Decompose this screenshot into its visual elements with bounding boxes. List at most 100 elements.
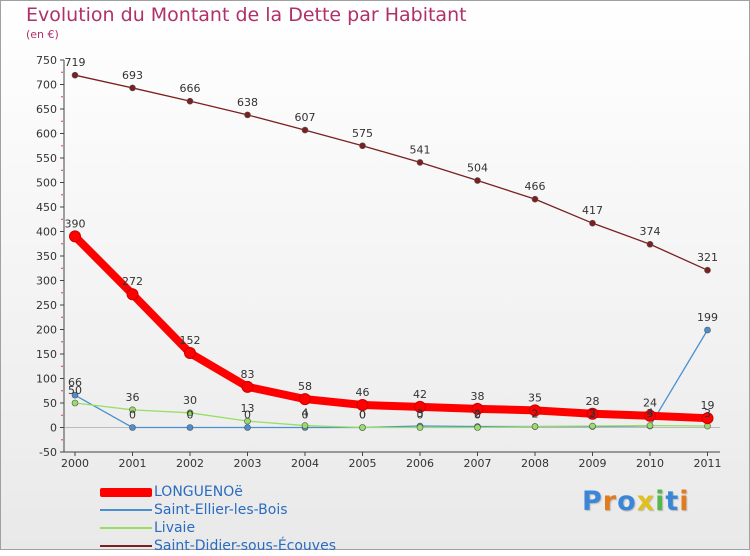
data-label-3: 504 [467,162,488,175]
y-minor-tick [61,144,63,147]
legend-item-saint-ellier[interactable]: Saint-Ellier-les-Bois [100,502,360,520]
y-minor-tick [61,340,63,343]
data-label-0: 42 [413,388,427,401]
series-point-1 [704,326,711,334]
series-point-3 [646,240,654,248]
data-label-3: 321 [697,251,718,264]
data-label-2: 3 [589,407,596,420]
y-minor-tick [61,316,63,319]
data-label-0: 152 [180,334,201,347]
brand-letter: x [636,486,656,517]
data-label-3: 719 [65,56,86,69]
series-point-1 [129,424,136,431]
data-label-3: 666 [180,82,201,95]
y-tick-label: 500 [36,177,57,190]
data-label-3: 607 [295,111,316,124]
series-line-2 [74,402,709,429]
y-minor-tick [61,365,63,368]
x-tick-label: 2004 [291,457,319,470]
y-tick-label: 300 [36,275,57,288]
y-minor-tick [61,95,63,98]
series-point-0 [126,288,139,301]
y-tick-label: 50 [43,397,57,410]
legend-label-saint-ellier: Saint-Ellier-les-Bois [154,502,288,518]
y-minor-tick [61,267,63,270]
series-point-3 [359,142,366,150]
data-label-2: 36 [126,391,140,404]
series-point-2 [186,409,194,417]
series-point-1 [71,391,79,399]
data-label-3: 374 [640,225,661,238]
chart-subtitle: (en €) [26,28,59,41]
chart-title: Evolution du Montant de la Dette par Hab… [26,4,467,26]
x-tick-label: 2002 [176,457,204,470]
data-label-1: 199 [697,311,718,324]
y-tick-label: 250 [36,299,57,312]
series-point-0 [529,404,541,417]
y-tick-label: 450 [36,201,57,214]
series-point-2 [359,424,366,431]
data-label-1: 0 [244,409,251,422]
series-point-3 [531,195,539,203]
series-point-3 [244,111,251,119]
data-label-2: 30 [183,394,197,407]
data-label-2: 0 [474,409,481,422]
legend-swatch-saint-didier [100,545,152,547]
y-minor-tick [61,438,63,441]
y-tick-label: 400 [36,226,57,239]
data-label-0: 38 [471,390,485,403]
data-label-1: 2 [589,408,596,421]
legend-label-livaie: Livaie [154,520,196,536]
legend-label-saint-didier: Saint-Didier-sous-Écouves [154,538,336,554]
x-tick-label: 2003 [234,457,262,470]
y-minor-tick [61,218,63,221]
data-label-1: 2 [474,408,481,421]
brand-letter: P [582,486,603,517]
series-line-0 [71,232,712,423]
data-label-0: 35 [528,391,542,404]
proxiti-logo: Proxiti [582,486,690,517]
data-label-2: 2 [532,408,539,421]
series-point-3 [301,126,309,134]
legend-item-livaie[interactable]: Livaie [100,520,360,538]
series-point-1 [244,424,251,431]
data-label-2: 0 [417,409,424,422]
brand-letter: o [617,486,637,517]
y-tick-label: 650 [36,103,57,116]
data-label-1: 0 [302,409,309,422]
data-label-2: 13 [241,402,255,415]
y-minor-tick [61,120,63,123]
series-point-0 [644,409,656,422]
x-tick-label: 2008 [521,457,549,470]
y-minor-tick [61,291,63,294]
series-point-2 [416,424,424,431]
y-minor-tick [61,71,63,74]
data-label-3: 638 [237,96,258,109]
series-point-2 [474,424,481,431]
data-label-1: 3 [417,407,424,420]
series-point-0 [586,407,599,420]
y-minor-tick [61,193,63,196]
series-point-3 [71,71,79,79]
series-point-0 [414,400,426,413]
data-label-1: 0 [359,409,366,422]
legend-label-longuenoe: LONGUENOë [154,484,243,500]
data-label-2: 3 [704,407,711,420]
x-tick-label: 2006 [406,457,434,470]
y-minor-tick [61,389,63,392]
legend-swatch-longuenoe [100,488,152,497]
legend-item-longuenoe[interactable]: LONGUENOë [100,484,360,502]
series-point-0 [299,393,311,406]
series-point-3 [589,219,596,227]
y-minor-tick [61,242,63,245]
legend-item-saint-didier[interactable]: Saint-Didier-sous-Écouves [100,538,360,556]
data-label-3: 541 [410,143,431,156]
series-point-3 [704,266,711,274]
y-tick-label: 0 [50,422,57,435]
series-point-3 [186,97,194,105]
data-label-0: 390 [65,217,86,230]
x-tick-label: 2000 [61,457,89,470]
